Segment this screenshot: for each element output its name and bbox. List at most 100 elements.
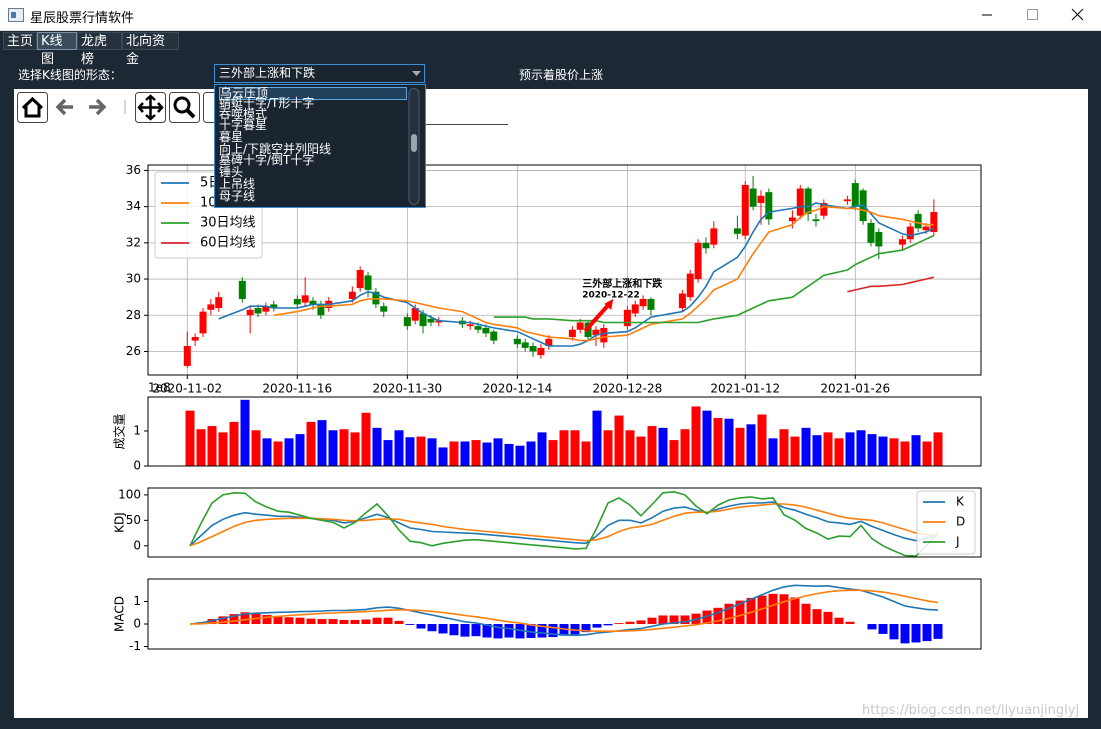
dropdown-option[interactable]: 母子线 — [219, 189, 256, 203]
volume-bar — [911, 435, 921, 466]
maximize-button[interactable] — [1027, 9, 1038, 20]
dropdown-option[interactable]: 锤头 — [219, 165, 244, 179]
volume-bar — [317, 420, 327, 466]
macd-bar — [735, 600, 745, 625]
volume-bar — [372, 427, 382, 466]
candle-body — [183, 346, 191, 366]
macd-bar — [570, 624, 580, 635]
macd-bar — [603, 624, 613, 626]
back-button[interactable] — [55, 98, 73, 116]
dropdown-option[interactable]: 乌云压顶 — [219, 87, 407, 100]
annotation-arrow — [583, 301, 612, 333]
tab[interactable]: 龙虎榜 — [77, 32, 122, 67]
volume-bar — [889, 438, 899, 466]
y-tick-label: 32 — [126, 235, 141, 249]
candle-body — [372, 291, 380, 305]
home-button[interactable] — [17, 92, 48, 123]
candle-body — [898, 239, 906, 245]
dropdown-option[interactable]: 吞噬模式 — [219, 107, 268, 121]
volume-bar — [416, 436, 426, 466]
candle-body — [207, 304, 215, 310]
candle-body — [568, 329, 576, 337]
candle-body — [757, 195, 765, 204]
close-button[interactable] — [1071, 8, 1084, 21]
volume-bar — [801, 427, 811, 466]
y-tick-label: 0 — [133, 538, 141, 552]
zoom-button[interactable] — [169, 92, 200, 123]
macd-bar — [548, 624, 558, 638]
macd-bar — [427, 624, 437, 632]
volume-bar — [592, 410, 602, 466]
macd-bar — [537, 624, 547, 638]
macd-bar — [680, 615, 690, 625]
volume-bar — [405, 437, 415, 466]
volume-bar — [504, 443, 514, 466]
scrollbar[interactable] — [408, 88, 420, 205]
candle-body — [356, 270, 364, 289]
candle-body — [749, 188, 757, 207]
macd-bar — [383, 617, 393, 625]
candle-body — [238, 280, 246, 299]
pan-button[interactable] — [135, 92, 166, 123]
candle-body — [309, 300, 317, 305]
volume-bar — [570, 430, 580, 466]
volume-bar — [878, 436, 888, 466]
macd-bar — [482, 624, 492, 638]
volume-bar — [196, 429, 206, 466]
macd-bar — [647, 617, 657, 625]
volume-bar — [614, 415, 624, 466]
tab[interactable]: 主页 — [3, 32, 37, 50]
volume-bar — [306, 421, 316, 466]
macd-bar — [284, 617, 294, 625]
x-tick-label: 2021-01-12 — [710, 382, 780, 396]
y-tick-label: 36 — [126, 163, 141, 177]
macd-bar — [218, 616, 228, 625]
macd-bar — [702, 610, 712, 625]
volume-bar — [647, 426, 657, 466]
macd-bar — [460, 624, 470, 637]
axes-frame — [147, 396, 982, 467]
dropdown-option[interactable]: 蜻蜓十字/T形十字 — [219, 96, 315, 110]
annotation-arrowhead — [604, 298, 614, 310]
dropdown-list: 乌云压顶 蜻蜓十字/T形十字 吞噬模式 十字暮星 暮星 向上/下跳空并列阳线 墓… — [214, 84, 426, 208]
dropdown-option[interactable]: 向上/下跳空并列阳线 — [219, 142, 332, 156]
volume-bar — [515, 445, 525, 466]
volume-bar — [438, 447, 448, 466]
volume-bar — [669, 440, 679, 466]
candle-body — [639, 298, 647, 307]
tab[interactable]: 北向资金 — [122, 32, 179, 67]
volume-bar — [768, 438, 778, 466]
volume-bar — [339, 429, 349, 466]
volume-bar — [625, 430, 635, 466]
volume-bar — [581, 441, 591, 466]
volume-bar — [856, 430, 866, 466]
macd-bar — [669, 615, 679, 625]
volume-bar — [460, 441, 470, 466]
macd-bar — [515, 624, 525, 639]
axes-frame — [147, 487, 982, 558]
volume-bar — [361, 412, 371, 466]
forward-button[interactable] — [89, 98, 107, 116]
series-line — [189, 584, 939, 637]
volume-bar — [185, 410, 195, 466]
candle-body — [419, 313, 427, 327]
dropdown-option[interactable]: 墓碑十字/倒T十字 — [219, 153, 315, 167]
x-tick-label: 2020-11-30 — [372, 382, 442, 396]
macd-bar — [240, 612, 250, 625]
series-line — [189, 589, 939, 632]
volume-bar — [834, 438, 844, 466]
candle-body — [246, 309, 254, 316]
tab[interactable]: K线图 — [37, 32, 77, 67]
candle-body — [600, 327, 608, 343]
dropdown-option[interactable]: 上吊线 — [219, 177, 256, 191]
dropdown-option[interactable]: 十字暮星 — [219, 118, 268, 132]
dropdown-option[interactable]: 暮星 — [219, 130, 244, 144]
volume-bar — [922, 441, 932, 466]
macd-bar — [768, 593, 778, 625]
pattern-combobox[interactable]: 三外部上涨和下跌 — [214, 64, 425, 83]
window-title: 星辰股票行情软件 — [30, 11, 135, 26]
macd-bar — [658, 615, 668, 625]
volume-bar — [603, 430, 613, 466]
volume-bar — [680, 429, 690, 466]
macd-bar — [801, 603, 811, 625]
